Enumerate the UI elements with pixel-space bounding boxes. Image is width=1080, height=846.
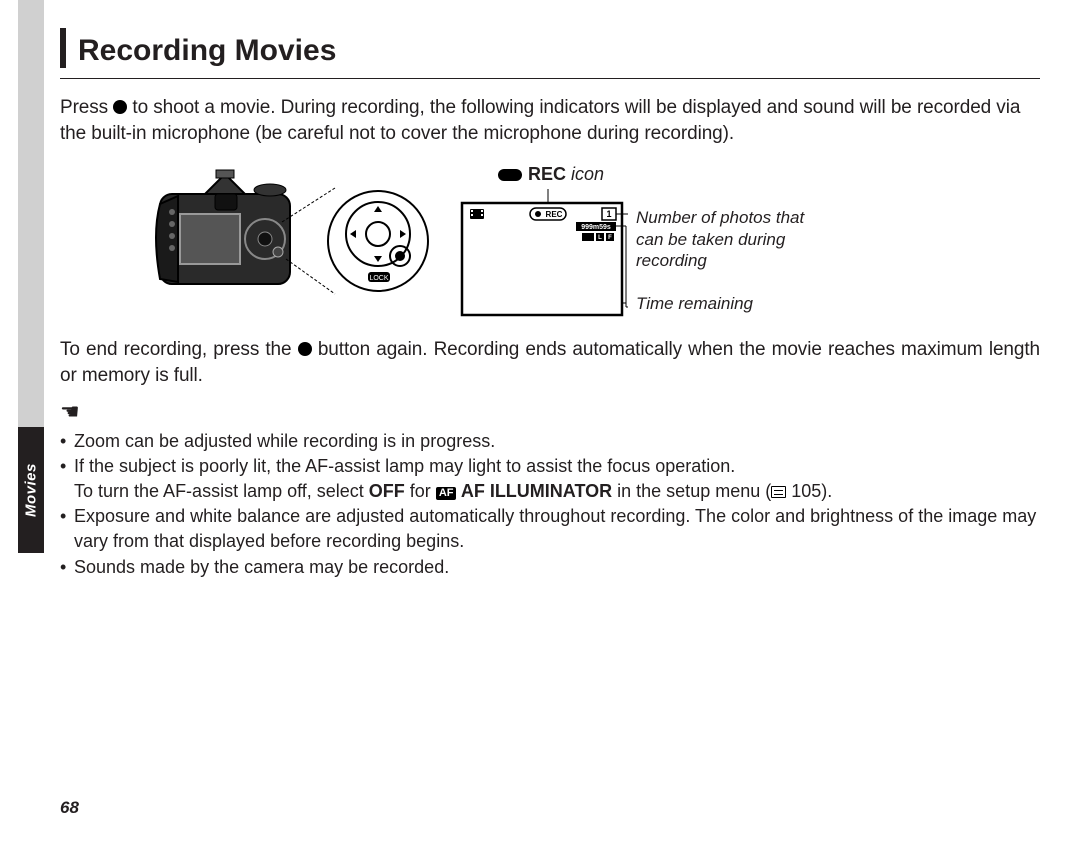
- text: To turn the AF-assist lamp off, select: [74, 481, 369, 501]
- text: To end recording, press the: [60, 339, 298, 360]
- text: can be taken during: [636, 229, 804, 250]
- svg-text:L: L: [598, 235, 602, 241]
- text: recording: [636, 250, 804, 271]
- paragraph-end-recording: To end recording, press the button again…: [60, 337, 1040, 388]
- svg-text:1: 1: [606, 209, 611, 219]
- list-item: • If the subject is poorly lit, the AF-a…: [60, 454, 1040, 504]
- bullet-dot: •: [60, 429, 74, 454]
- notes-list: • Zoom can be adjusted while recording i…: [60, 429, 1040, 580]
- page-ref-icon: [771, 486, 786, 498]
- text: to shoot a movie. During recording, the …: [60, 97, 1020, 144]
- text-bold: AF ILLUMINATOR: [456, 481, 612, 501]
- title-underline: [60, 78, 1040, 79]
- camera-illustration: LOCK: [150, 164, 430, 304]
- text: If the subject is poorly lit, the AF-ass…: [74, 456, 735, 476]
- af-icon: AF: [436, 487, 457, 500]
- text: 105).: [786, 481, 832, 501]
- screen-annotation-block: REC icon REC: [458, 164, 878, 319]
- record-button-icon: [298, 342, 312, 356]
- svg-text:F: F: [608, 235, 612, 241]
- annotation-time-remaining: Time remaining: [636, 293, 804, 314]
- page-number: 68: [60, 798, 79, 818]
- text-bold: OFF: [369, 481, 405, 501]
- list-item: • Sounds made by the camera may be recor…: [60, 555, 1040, 580]
- intro-paragraph: Press to shoot a movie. During recording…: [60, 95, 1040, 146]
- svg-text:LOCK: LOCK: [369, 275, 388, 282]
- text: icon: [566, 164, 604, 184]
- side-tab: Movies: [18, 0, 44, 846]
- bullet-dot: •: [60, 555, 74, 580]
- page-content: Recording Movies Press to shoot a movie.…: [60, 28, 1040, 580]
- list-item: • Exposure and white balance are adjuste…: [60, 504, 1040, 554]
- svg-text:999m59s: 999m59s: [581, 224, 611, 231]
- text: in the setup menu (: [612, 481, 771, 501]
- text: REC: [528, 164, 566, 184]
- rec-icon-label: REC icon: [498, 164, 878, 185]
- bullet-dot: •: [60, 454, 74, 504]
- page-title: Recording Movies: [78, 36, 336, 68]
- note-pointer-icon: ☚: [60, 399, 1040, 425]
- list-item: • Zoom can be adjusted while recording i…: [60, 429, 1040, 454]
- text: Exposure and white balance are adjusted …: [74, 504, 1040, 554]
- text: Sounds made by the camera may be recorde…: [74, 555, 1040, 580]
- text: Zoom can be adjusted while recording is …: [74, 429, 1040, 454]
- lcd-screen-diagram: REC 1 999m59s L F: [458, 189, 628, 319]
- text: Number of photos that: [636, 207, 804, 228]
- title-bar: [60, 28, 66, 68]
- figure-row: LOCK REC icon: [150, 164, 1040, 319]
- screen-with-callouts: REC 1 999m59s L F: [458, 189, 878, 319]
- tab-label: Movies: [18, 427, 44, 553]
- rec-pill-icon: [498, 169, 522, 181]
- text: for: [405, 481, 436, 501]
- title-row: Recording Movies: [60, 28, 1040, 68]
- text: Press: [60, 97, 113, 118]
- bullet-dot: •: [60, 504, 74, 554]
- record-button-icon: [113, 100, 127, 114]
- annotation-labels: Number of photos that can be taken durin…: [636, 207, 804, 314]
- svg-text:REC: REC: [546, 210, 563, 219]
- annotation-photos-remaining: Number of photos that can be taken durin…: [636, 207, 804, 271]
